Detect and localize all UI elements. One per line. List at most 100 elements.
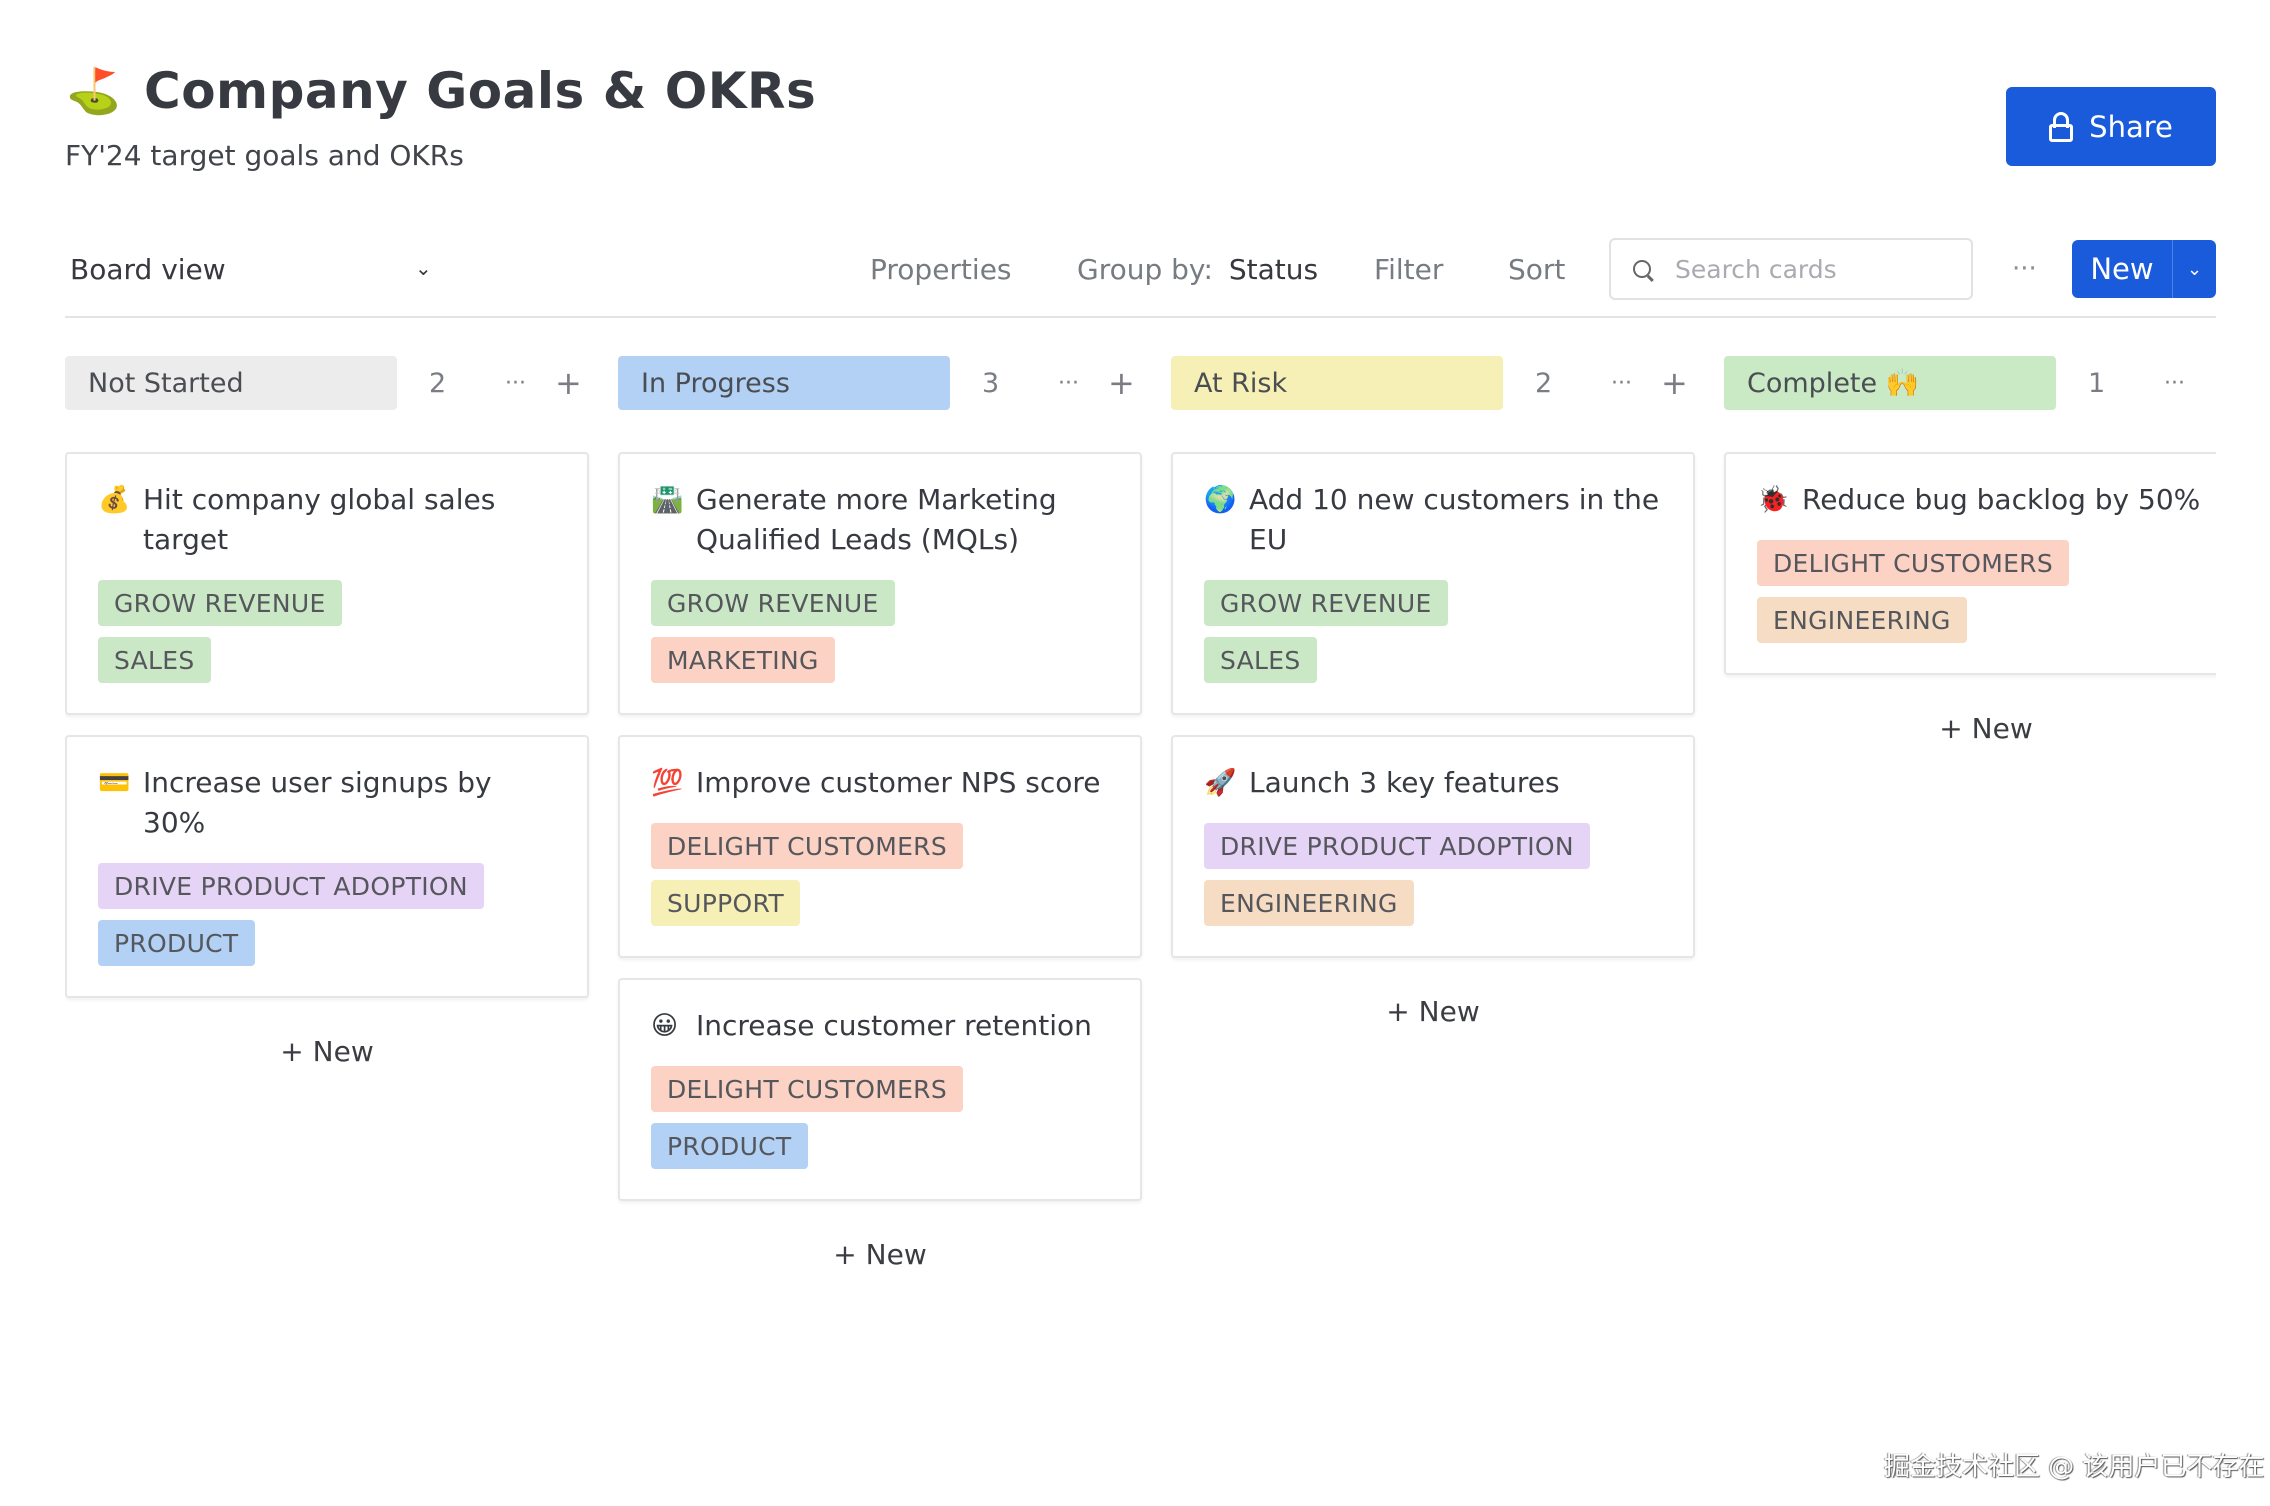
page-header: ⛳ Company Goals & OKRs (66, 62, 816, 120)
plus-icon[interactable]: + (1661, 364, 1688, 402)
card-title-text: Add 10 new customers in the EU (1249, 483, 1660, 556)
new-button-group: New ⌄ (2072, 240, 2216, 298)
tag-badge: DELIGHT CUSTOMERS (651, 823, 964, 869)
add-new-card-button[interactable]: + New (280, 1035, 374, 1068)
tag-badge: PRODUCT (651, 1123, 808, 1169)
card-title: 😀 Increase customer retention (651, 1006, 1109, 1046)
plus-icon[interactable]: + (1108, 364, 1135, 402)
tag-list: DELIGHT CUSTOMERS ENGINEERING (1757, 540, 2215, 643)
column-status-label[interactable]: Not Started (65, 356, 397, 410)
card-title-text: Reduce bug backlog by 50% (1802, 483, 2201, 516)
add-new-card-button[interactable]: + New (1386, 995, 1480, 1028)
page-title: Company Goals & OKRs (144, 62, 817, 120)
goal-card[interactable]: 💳 Increase user signups by 30% DRIVE PRODU… (65, 735, 589, 998)
board-column: At Risk 2 ··· + 🌍 Add 10 new customers in the… (1171, 356, 1695, 1036)
properties-button[interactable]: Properties (870, 252, 1012, 286)
tag-badge: SALES (1204, 637, 1317, 683)
tag-badge: GROW REVENUE (1204, 580, 1448, 626)
group-by-button[interactable]: Group by: Status (1077, 238, 1318, 300)
tag-list: DRIVE PRODUCT ADOPTION ENGINEERING (1204, 823, 1662, 926)
share-label: Share (2089, 109, 2173, 144)
card-emoji-icon: 💯 (651, 768, 684, 798)
card-title: 💳 Increase user signups by 30% (98, 763, 556, 843)
column-count: 2 (1535, 367, 1553, 399)
tag-badge: ENGINEERING (1204, 880, 1414, 926)
more-icon[interactable]: ··· (1611, 370, 1632, 396)
tag-list: DELIGHT CUSTOMERS SUPPORT (651, 823, 1109, 926)
card-title-text: Hit company global sales target (143, 483, 496, 556)
tag-badge: ENGINEERING (1757, 597, 1967, 643)
tag-badge: SUPPORT (651, 880, 800, 926)
toolbar-divider (65, 316, 2216, 318)
card-emoji-icon: 🛣️ (651, 485, 684, 515)
tag-badge: PRODUCT (98, 920, 255, 966)
card-emoji-icon: 💰 (98, 485, 131, 515)
card-title-text: Increase user signups by 30% (143, 766, 492, 839)
view-label: Board view (70, 252, 226, 286)
card-title-text: Generate more Marketing Qualified Leads … (696, 483, 1057, 556)
tag-list: DELIGHT CUSTOMERS PRODUCT (651, 1066, 1109, 1169)
board: Not Started 2 ··· + 💰 Hit company global sale… (65, 356, 2216, 1406)
goal-card[interactable]: 😀 Increase customer retention DELIGHT CUST… (618, 978, 1142, 1201)
card-title-text: Improve customer NPS score (696, 766, 1101, 799)
card-title: 🛣️ Generate more Marketing Qualified Lead… (651, 480, 1109, 560)
more-icon[interactable]: ··· (505, 370, 526, 396)
sort-button[interactable]: Sort (1508, 252, 1566, 286)
share-button[interactable]: Share (2006, 87, 2216, 166)
goal-card[interactable]: 🚀 Launch 3 key features DRIVE PRODUCT ADOP… (1171, 735, 1695, 958)
filter-button[interactable]: Filter (1374, 252, 1444, 286)
search-box[interactable] (1609, 238, 1973, 300)
tag-badge: DRIVE PRODUCT ADOPTION (98, 863, 484, 909)
tag-badge: SALES (98, 637, 211, 683)
goal-card[interactable]: 💰 Hit company global sales target GROW REV… (65, 452, 589, 715)
column-status-label[interactable]: At Risk (1171, 356, 1503, 410)
more-options-button[interactable]: ··· (2012, 254, 2037, 284)
tag-list: DRIVE PRODUCT ADOPTION PRODUCT (98, 863, 556, 966)
goal-card[interactable]: 🌍 Add 10 new customers in the EU GROW REVE… (1171, 452, 1695, 715)
card-title: 🚀 Launch 3 key features (1204, 763, 1662, 803)
tag-badge: MARKETING (651, 637, 835, 683)
toolbar: Board view ⌄ Properties Group by: Status… (65, 238, 2216, 300)
new-dropdown-chevron-icon[interactable]: ⌄ (2172, 240, 2216, 298)
card-emoji-icon: 🐞 (1757, 485, 1790, 515)
tag-list: GROW REVENUE SALES (98, 580, 556, 683)
tag-badge: DELIGHT CUSTOMERS (651, 1066, 964, 1112)
add-new-card-button[interactable]: + New (1939, 712, 2033, 745)
group-by-label: Group by: (1077, 252, 1213, 286)
card-emoji-icon: 💳 (98, 768, 131, 798)
column-status-label[interactable]: In Progress (618, 356, 950, 410)
card-list: 🛣️ Generate more Marketing Qualified Lead… (618, 452, 1142, 1201)
golf-flag-icon: ⛳ (66, 66, 121, 117)
column-header: Complete 🙌 1 ··· + (1724, 356, 2216, 410)
search-input[interactable] (1675, 254, 1955, 284)
card-title: 💯 Improve customer NPS score (651, 763, 1109, 803)
page-subtitle: FY'24 target goals and OKRs (65, 139, 464, 172)
tag-badge: DELIGHT CUSTOMERS (1757, 540, 2070, 586)
card-title-text: Launch 3 key features (1249, 766, 1560, 799)
column-status-label[interactable]: Complete 🙌 (1724, 356, 2056, 410)
tag-badge: GROW REVENUE (651, 580, 895, 626)
goal-card[interactable]: 🛣️ Generate more Marketing Qualified Lead… (618, 452, 1142, 715)
column-header: At Risk 2 ··· + (1171, 356, 1695, 410)
column-header: In Progress 3 ··· + (618, 356, 1142, 410)
view-selector[interactable]: Board view ⌄ (70, 238, 432, 300)
card-emoji-icon: 😀 (651, 1011, 679, 1041)
card-emoji-icon: 🚀 (1204, 768, 1237, 798)
goal-card[interactable]: 🐞 Reduce bug backlog by 50% DELIGHT CUSTOM… (1724, 452, 2216, 675)
tag-badge: DRIVE PRODUCT ADOPTION (1204, 823, 1590, 869)
tag-list: GROW REVENUE SALES (1204, 580, 1662, 683)
chevron-down-icon: ⌄ (415, 256, 432, 280)
goal-card[interactable]: 💯 Improve customer NPS score DELIGHT CUSTO… (618, 735, 1142, 958)
new-button[interactable]: New (2090, 252, 2154, 286)
tag-badge: GROW REVENUE (98, 580, 342, 626)
column-header: Not Started 2 ··· + (65, 356, 589, 410)
more-icon[interactable]: ··· (2164, 370, 2185, 396)
plus-icon[interactable]: + (2214, 356, 2216, 410)
card-title: 🐞 Reduce bug backlog by 50% (1757, 480, 2215, 520)
card-emoji-icon: 🌍 (1204, 485, 1237, 515)
add-new-card-button[interactable]: + New (833, 1238, 927, 1271)
plus-icon[interactable]: + (555, 364, 582, 402)
watermark: 掘金技术社区 @ 该用户已不存在 (1884, 1452, 2265, 1482)
more-icon[interactable]: ··· (1058, 370, 1079, 396)
tag-list: GROW REVENUE MARKETING (651, 580, 1109, 683)
